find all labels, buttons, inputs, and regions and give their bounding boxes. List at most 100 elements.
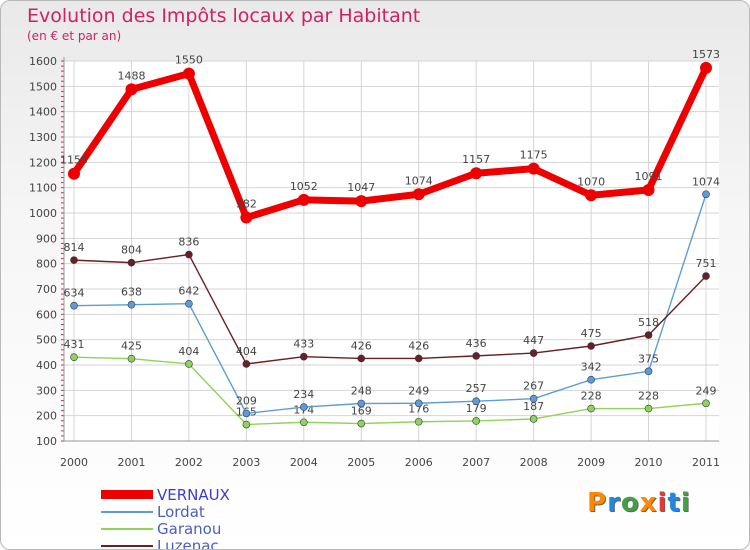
data-label: 267 bbox=[523, 380, 544, 393]
data-label: 638 bbox=[121, 286, 142, 299]
y-tick-label: 900 bbox=[36, 232, 57, 245]
data-point bbox=[702, 190, 710, 199]
data-label: 1175 bbox=[520, 149, 548, 162]
logo-letter: i bbox=[680, 488, 691, 518]
y-tick-label: 1200 bbox=[29, 156, 57, 169]
y-tick-label: 1600 bbox=[29, 55, 57, 68]
data-point bbox=[472, 397, 480, 406]
data-point bbox=[644, 331, 653, 339]
legend-label: Lordat bbox=[157, 502, 205, 521]
data-label: 404 bbox=[236, 345, 257, 358]
data-label: 1157 bbox=[462, 153, 490, 166]
data-label: 248 bbox=[351, 385, 372, 398]
proxiti-logo: Proxiti bbox=[587, 488, 691, 518]
series-line bbox=[73, 253, 707, 365]
legend-item-garanou: Garanou bbox=[101, 520, 221, 538]
data-point bbox=[644, 367, 653, 376]
data-point bbox=[300, 403, 308, 411]
y-tick-label: 800 bbox=[36, 258, 57, 271]
legend-item-luzenac: Luzenac bbox=[101, 536, 219, 550]
y-tick-label: 1000 bbox=[29, 207, 57, 220]
data-point bbox=[644, 404, 653, 413]
series-line bbox=[73, 356, 707, 426]
chart-subtitle: (en € et par an) bbox=[27, 29, 122, 43]
data-label: 1074 bbox=[692, 175, 720, 188]
data-label: 1573 bbox=[692, 48, 720, 61]
data-label: 1074 bbox=[405, 174, 433, 187]
data-label: 228 bbox=[638, 390, 659, 403]
logo-letter: r bbox=[607, 488, 621, 518]
data-point bbox=[585, 189, 598, 202]
x-tick-label: 2003 bbox=[232, 456, 260, 469]
legend-item-lordat: Lordat bbox=[101, 502, 205, 521]
legend-swatch bbox=[101, 527, 153, 530]
y-tick-label: 700 bbox=[36, 283, 57, 296]
data-label: 257 bbox=[466, 382, 487, 395]
data-point bbox=[357, 399, 366, 408]
data-point bbox=[300, 352, 308, 361]
series-vernaux: 1155 1488 1550 982 1052 1047 1074 1157 1175 1070 1… bbox=[60, 48, 720, 224]
data-label: 375 bbox=[638, 352, 659, 365]
data-point bbox=[587, 342, 595, 350]
data-point bbox=[185, 299, 193, 308]
legend-swatch bbox=[101, 510, 153, 513]
data-point bbox=[414, 417, 423, 426]
data-label: 1070 bbox=[577, 175, 605, 188]
data-point bbox=[587, 404, 595, 413]
data-point bbox=[70, 353, 78, 361]
legend-label: Luzenac bbox=[157, 536, 219, 550]
legend-swatch bbox=[101, 544, 153, 547]
data-point bbox=[185, 250, 193, 259]
data-point bbox=[297, 193, 310, 206]
data-label: 475 bbox=[581, 327, 602, 340]
data-label: 404 bbox=[178, 345, 199, 358]
x-tick-label: 2007 bbox=[462, 456, 490, 469]
x-tick-label: 2005 bbox=[347, 456, 375, 469]
data-label: 1155 bbox=[60, 154, 88, 167]
data-label: 1488 bbox=[117, 69, 145, 82]
logo-letter: o bbox=[620, 488, 640, 518]
y-tick-label: 1500 bbox=[29, 80, 57, 93]
data-point bbox=[68, 167, 80, 180]
data-point bbox=[182, 67, 195, 80]
x-tick-label: 2008 bbox=[520, 456, 548, 469]
data-label: 814 bbox=[64, 241, 85, 254]
data-label: 431 bbox=[64, 338, 85, 351]
data-label: 447 bbox=[523, 334, 544, 347]
y-tick-label: 300 bbox=[36, 384, 57, 397]
data-point bbox=[529, 394, 538, 403]
data-point bbox=[470, 167, 483, 180]
data-point bbox=[702, 399, 710, 408]
data-label: 249 bbox=[696, 384, 717, 397]
series-line bbox=[70, 64, 710, 222]
y-tick-label: 200 bbox=[36, 410, 57, 423]
logo-letter: P bbox=[587, 488, 608, 518]
legend-label: VERNAUX bbox=[157, 485, 230, 504]
data-label: 1550 bbox=[175, 54, 203, 67]
data-point bbox=[472, 417, 480, 425]
data-label: 836 bbox=[178, 236, 199, 249]
data-point bbox=[300, 418, 308, 427]
x-tick-label: 2009 bbox=[577, 456, 605, 469]
data-point bbox=[529, 349, 538, 357]
data-point bbox=[70, 256, 78, 264]
data-label: 1052 bbox=[290, 180, 318, 193]
y-tick-label: 1100 bbox=[29, 182, 57, 195]
x-tick-label: 2002 bbox=[175, 456, 203, 469]
data-label: 234 bbox=[293, 388, 314, 401]
legend-item-vernaux: VERNAUX bbox=[101, 485, 230, 504]
x-tick-label: 2006 bbox=[405, 456, 433, 469]
data-label: 436 bbox=[466, 337, 487, 350]
data-point bbox=[185, 360, 193, 368]
logo-letter: i bbox=[657, 488, 668, 518]
x-tick-label: 2011 bbox=[692, 456, 720, 469]
data-point bbox=[587, 375, 595, 384]
data-point bbox=[125, 83, 138, 96]
data-label: 249 bbox=[408, 384, 429, 397]
data-label: 426 bbox=[351, 339, 372, 352]
data-point bbox=[242, 420, 251, 429]
y-tick-label: 100 bbox=[36, 435, 57, 448]
data-label: 228 bbox=[581, 390, 602, 403]
